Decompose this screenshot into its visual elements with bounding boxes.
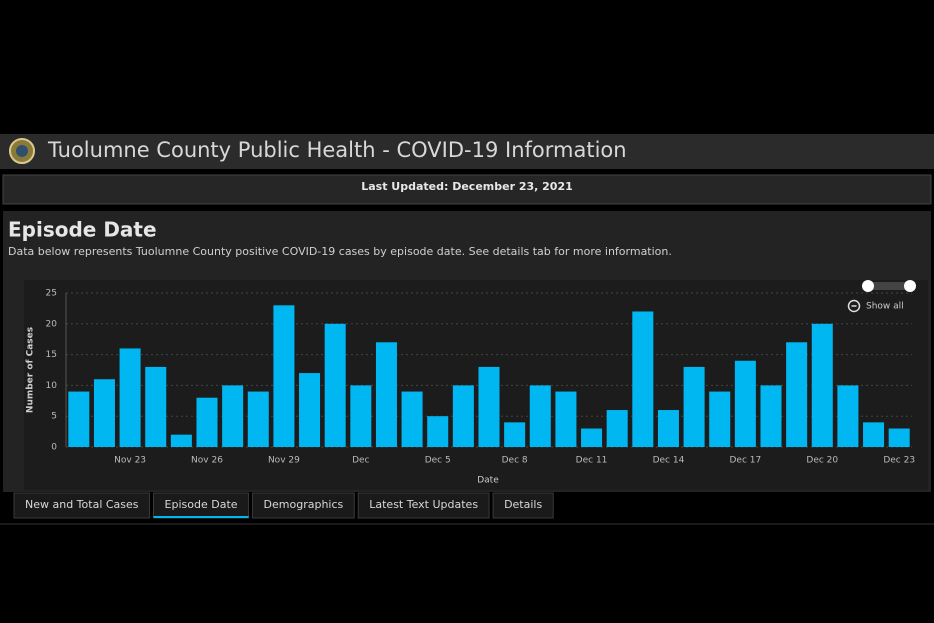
bar xyxy=(606,410,628,447)
bar xyxy=(350,385,372,447)
x-tick-label: Dec 14 xyxy=(653,456,685,466)
county-seal-center xyxy=(16,145,28,157)
tab[interactable] xyxy=(252,492,355,519)
x-tick-label: Dec xyxy=(352,456,369,466)
bar xyxy=(709,391,731,447)
bar xyxy=(247,391,269,447)
tab-label[interactable]: Latest Text Updates xyxy=(369,498,478,511)
y-tick-label: 10 xyxy=(46,381,58,391)
bar xyxy=(196,397,218,447)
tab[interactable] xyxy=(357,492,490,519)
tab-label[interactable]: Demographics xyxy=(264,498,344,511)
bar xyxy=(734,360,756,447)
bar xyxy=(478,366,500,447)
bar xyxy=(170,434,192,447)
x-tick-label: Dec 5 xyxy=(425,456,451,466)
y-tick-label: 15 xyxy=(46,350,57,360)
bar xyxy=(324,323,346,447)
x-tick-label: Dec 8 xyxy=(502,456,528,466)
header-title: Tuolumne County Public Health - COVID-19… xyxy=(47,138,627,162)
bar xyxy=(375,342,397,447)
updated-bar xyxy=(2,174,932,205)
bar xyxy=(273,305,295,447)
zoom-track[interactable] xyxy=(866,282,912,290)
bar xyxy=(888,428,910,447)
x-tick-label: Dec 20 xyxy=(806,456,838,466)
bar xyxy=(119,348,141,447)
updated-text: Last Updated: December 23, 2021 xyxy=(361,180,573,193)
tab-label[interactable]: New and Total Cases xyxy=(25,498,139,511)
show-all-icon[interactable] xyxy=(847,299,861,313)
bar xyxy=(632,311,654,447)
bar xyxy=(68,391,90,447)
header-bar xyxy=(0,134,934,169)
tab[interactable] xyxy=(13,492,151,519)
panel-subtitle: Data below represents Tuolumne County po… xyxy=(8,245,672,258)
x-tick-label: Dec 23 xyxy=(883,456,915,466)
x-axis-title: Date xyxy=(477,476,499,486)
y-axis-title: Number of Cases xyxy=(26,327,36,413)
y-tick-label: 0 xyxy=(51,443,57,453)
y-tick-label: 25 xyxy=(46,289,57,299)
x-tick-label: Dec 17 xyxy=(729,456,761,466)
bar xyxy=(529,385,551,447)
zoom-handle-left[interactable] xyxy=(862,280,874,292)
x-tick-label: Nov 23 xyxy=(114,456,146,466)
bar xyxy=(657,410,679,447)
panel-title: Episode Date xyxy=(8,218,157,242)
bar xyxy=(786,342,808,447)
bar xyxy=(811,323,833,447)
bar xyxy=(452,385,474,447)
bar xyxy=(299,373,321,447)
tab-label[interactable]: Episode Date xyxy=(165,498,238,511)
bar xyxy=(760,385,782,447)
x-tick-label: Nov 29 xyxy=(268,456,300,466)
bar xyxy=(581,428,603,447)
bar xyxy=(427,416,449,447)
bar xyxy=(504,422,526,447)
bar xyxy=(222,385,244,447)
tab-label[interactable]: Details xyxy=(504,498,542,511)
zoom-handle-right[interactable] xyxy=(904,280,916,292)
bar xyxy=(863,422,885,447)
tab[interactable] xyxy=(492,492,554,519)
y-tick-label: 20 xyxy=(46,319,58,329)
bar xyxy=(145,366,167,447)
x-tick-label: Nov 26 xyxy=(191,456,223,466)
bar xyxy=(683,366,705,447)
bar xyxy=(401,391,423,447)
x-tick-label: Dec 11 xyxy=(576,456,608,466)
y-tick-label: 5 xyxy=(51,412,57,422)
bar xyxy=(93,379,115,447)
bar xyxy=(555,391,577,447)
bar xyxy=(837,385,859,447)
show-all[interactable]: Show all xyxy=(866,302,904,312)
